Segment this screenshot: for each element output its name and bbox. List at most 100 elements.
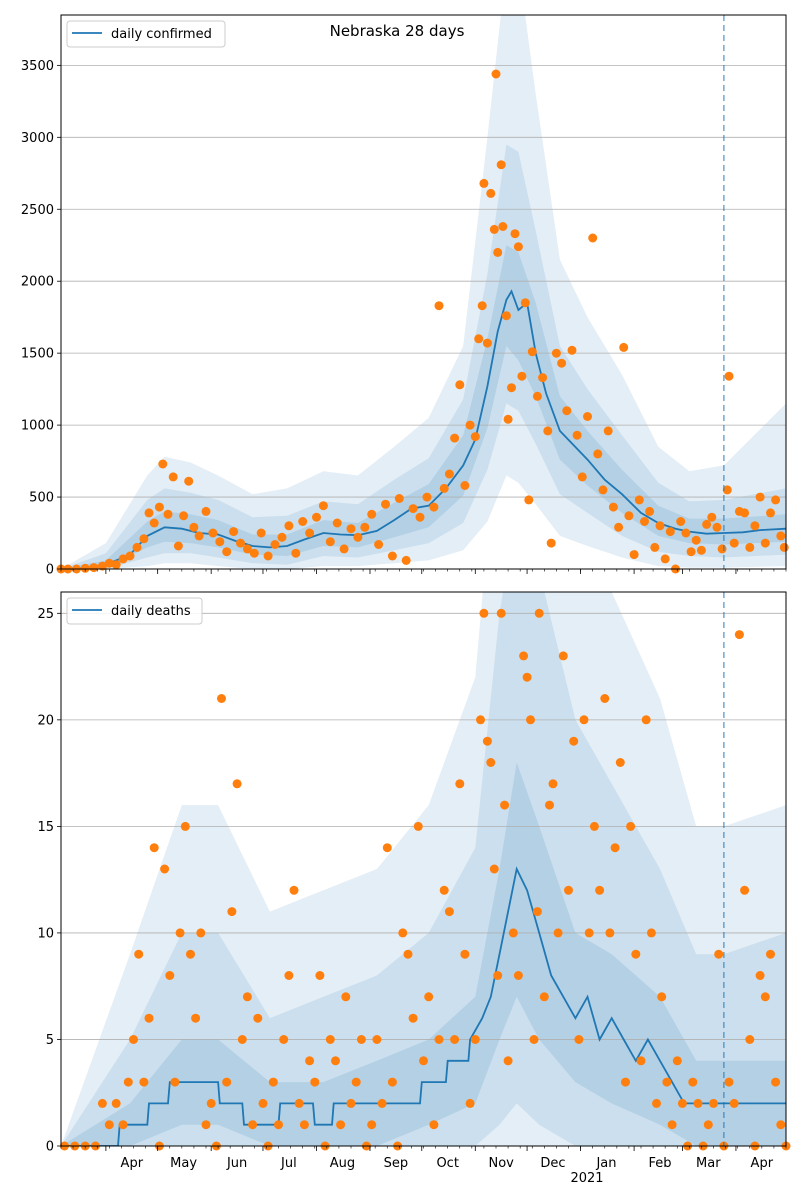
confirmed-data-point <box>144 508 154 518</box>
confirmed-data-point <box>360 522 370 532</box>
deaths-data-point <box>284 971 294 980</box>
confirmed-y-tick-label: 2500 <box>21 203 54 218</box>
confirmed-data-point <box>291 548 301 558</box>
confirmed-data-point <box>655 521 665 531</box>
confirmed-data-point <box>489 224 499 234</box>
deaths-band-inner <box>61 762 786 1146</box>
deaths-y-ticks: 0 5 10 15 20 25 <box>37 607 61 1155</box>
deaths-data-point <box>760 992 770 1002</box>
deaths-data-point <box>206 1098 216 1108</box>
confirmed-data-point <box>588 233 598 243</box>
deaths-data-point <box>626 821 636 831</box>
confirmed-data-point <box>208 528 218 538</box>
confirmed-y-ticks: 0 500 1000 1500 2000 2500 3000 3500 <box>21 59 61 578</box>
confirmed-data-point <box>665 527 675 537</box>
confirmed-data-point <box>771 495 781 505</box>
deaths-data-point <box>165 971 175 980</box>
x-month-labels: Apr May Jun Jul Aug Sep Oct Nov Dec Jan Feb Mar Apr <box>121 1156 774 1171</box>
confirmed-data-point <box>158 459 168 469</box>
confirmed-data-point <box>491 69 501 79</box>
confirmed-data-point <box>779 542 789 552</box>
deaths-data-point <box>636 1056 646 1066</box>
confirmed-data-point <box>722 485 732 495</box>
confirmed-data-point <box>256 528 266 538</box>
confirmed-data-point <box>755 492 765 502</box>
confirmed-data-point <box>318 501 328 511</box>
deaths-data-point <box>553 928 563 938</box>
confirmed-data-point <box>577 472 587 482</box>
deaths-data-point <box>274 1120 283 1130</box>
confirmed-data-point <box>691 535 701 545</box>
deaths-data-point <box>641 715 651 725</box>
deaths-data-point <box>289 885 299 895</box>
x-month-label: Feb <box>648 1156 671 1171</box>
confirmed-data-point <box>465 420 475 430</box>
deaths-data-point <box>465 1098 475 1108</box>
confirmed-data-point <box>111 560 121 570</box>
deaths-data-point <box>377 1098 387 1108</box>
deaths-data-point <box>589 821 599 831</box>
deaths-data-point <box>503 1056 513 1066</box>
deaths-data-point <box>382 843 392 853</box>
confirmed-data-point <box>149 518 159 528</box>
deaths-data-point <box>398 928 408 938</box>
confirmed-data-point <box>168 472 178 482</box>
confirmed-data-point <box>493 247 503 257</box>
confirmed-data-point <box>482 338 492 348</box>
deaths-data-point <box>253 1013 263 1023</box>
deaths-data-point <box>341 992 351 1002</box>
deaths-data-point <box>315 971 325 980</box>
deaths-band-mid <box>61 592 786 1146</box>
deaths-data-point <box>693 1098 703 1108</box>
deaths-data-point <box>729 1098 739 1108</box>
confirmed-data-point <box>163 509 173 519</box>
confirmed-data-point <box>97 561 107 571</box>
deaths-data-point <box>714 949 724 959</box>
confirmed-data-point <box>619 342 629 352</box>
confirmed-data-point <box>429 502 439 512</box>
confirmed-data-point <box>557 358 567 368</box>
deaths-data-point <box>237 1035 247 1044</box>
confirmed-data-point <box>367 509 377 519</box>
confirmed-data-point <box>270 540 280 549</box>
confirmed-data-point <box>332 518 342 528</box>
confirmed-data-point <box>498 222 508 231</box>
deaths-data-point <box>144 1013 154 1023</box>
deaths-data-point <box>610 843 620 853</box>
deaths-data-point <box>129 1035 138 1044</box>
deaths-data-point <box>771 1077 781 1087</box>
confirmed-data-point <box>189 522 199 532</box>
confirmed-data-point <box>717 544 727 554</box>
confirmed-data-point <box>353 532 363 542</box>
confirmed-data-point <box>154 502 164 512</box>
confirmed-data-point <box>543 426 553 436</box>
deaths-data-point <box>351 1077 361 1087</box>
confirmed-frame <box>60 14 787 570</box>
deaths-data-point <box>444 907 454 917</box>
confirmed-x-ticks <box>60 569 787 574</box>
confirmed-data-point <box>724 371 734 381</box>
deaths-data-point <box>118 1120 128 1130</box>
confirmed-data-point <box>538 373 548 383</box>
deaths-data-point <box>545 800 554 810</box>
x-month-label: Jun <box>226 1156 247 1171</box>
confirmed-panel: 0 500 1000 1500 2000 2500 3000 3500 daily confi… <box>21 14 789 578</box>
confirmed-data-point <box>513 242 523 252</box>
deaths-data-point <box>776 1120 786 1130</box>
deaths-data-point <box>279 1035 289 1044</box>
deaths-data-point <box>662 1077 672 1087</box>
deaths-trend-line <box>61 866 786 1146</box>
deaths-legend-label: daily deaths <box>111 604 191 619</box>
confirmed-data-point <box>603 426 613 436</box>
deaths-data-point <box>201 1120 211 1130</box>
confirmed-data-point <box>125 551 135 561</box>
confirmed-data-point <box>179 511 189 521</box>
confirmed-data-point <box>624 511 634 521</box>
deaths-data-point <box>372 1035 382 1044</box>
deaths-data-point <box>139 1077 149 1087</box>
deaths-data-point <box>331 1056 340 1066</box>
deaths-data-point <box>548 779 558 789</box>
confirmed-data-point <box>242 544 252 554</box>
deaths-data-point <box>595 885 605 895</box>
deaths-data-point <box>600 694 610 703</box>
